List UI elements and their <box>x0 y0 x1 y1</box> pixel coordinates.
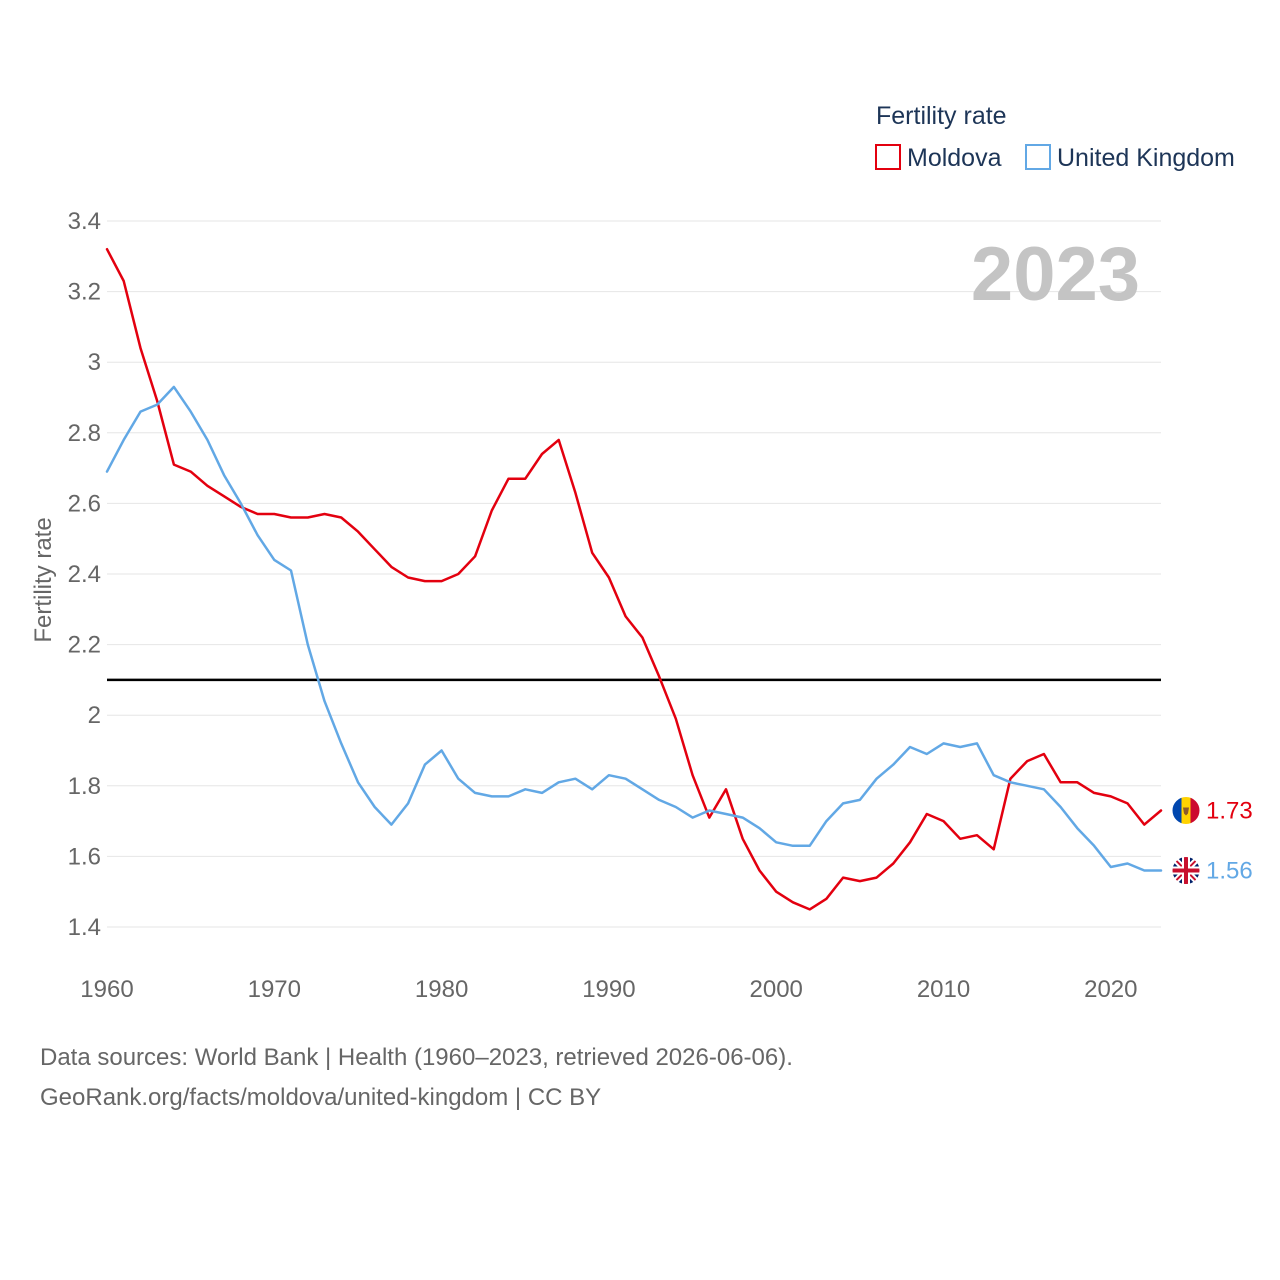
legend-label: United Kingdom <box>1057 144 1235 172</box>
y-tick-label: 3 <box>88 349 101 376</box>
end-value-label: 1.56 <box>1206 858 1253 885</box>
current-year-label: 2023 <box>971 232 1140 317</box>
x-tick-label: 1980 <box>415 976 468 1003</box>
legend-title: Fertility rate <box>876 102 1007 130</box>
y-tick-label: 2 <box>88 702 101 729</box>
x-tick-label: 2010 <box>917 976 970 1003</box>
x-tick-label: 1990 <box>582 976 635 1003</box>
x-tick-label: 2000 <box>750 976 803 1003</box>
y-tick-label: 1.6 <box>68 843 101 870</box>
y-tick-label: 2.8 <box>68 420 101 447</box>
legend-item[interactable]: United Kingdom <box>1025 144 1235 172</box>
data-sources-footer: Data sources: World Bank | Health (1960–… <box>40 1044 793 1071</box>
attribution-footer: GeoRank.org/facts/moldova/united-kingdom… <box>40 1084 602 1111</box>
legend: Fertility rate Moldova United Kingdom <box>875 102 1235 172</box>
y-tick-label: 2.2 <box>68 632 101 659</box>
x-axis-tick-labels: 1960 1970 1980 1990 2000 2010 2020 <box>80 976 1137 1003</box>
end-value-label: 1.73 <box>1206 798 1253 825</box>
legend-label: Moldova <box>907 144 1002 172</box>
legend-swatch <box>875 144 901 170</box>
legend-item[interactable]: Moldova <box>875 144 1002 172</box>
y-axis-tick-labels: 1.4 1.6 1.8 2 2.2 2.4 2.6 2.8 3 3.2 3.4 <box>68 208 101 941</box>
y-tick-label: 1.8 <box>68 773 101 800</box>
y-tick-label: 2.6 <box>68 490 101 517</box>
series-line-moldova <box>105 247 1163 911</box>
uk-flag-icon <box>1171 856 1201 886</box>
y-tick-label: 3.2 <box>68 279 101 306</box>
x-tick-label: 1960 <box>80 976 133 1003</box>
series-lines <box>105 247 1163 911</box>
legend-items: Moldova United Kingdom <box>875 144 1235 172</box>
x-tick-label: 2020 <box>1084 976 1137 1003</box>
gridlines <box>107 220 1161 928</box>
series-end-labels: 1.73 1.56 <box>1171 796 1253 886</box>
moldova-flag-icon <box>1171 796 1201 826</box>
y-tick-label: 2.4 <box>68 561 101 588</box>
y-tick-label: 3.4 <box>68 208 101 235</box>
series-line-united-kingdom <box>105 385 1163 872</box>
y-axis-title: Fertility rate <box>30 517 57 642</box>
legend-swatch <box>1025 144 1051 170</box>
x-tick-label: 1970 <box>248 976 301 1003</box>
y-tick-label: 1.4 <box>68 914 101 941</box>
